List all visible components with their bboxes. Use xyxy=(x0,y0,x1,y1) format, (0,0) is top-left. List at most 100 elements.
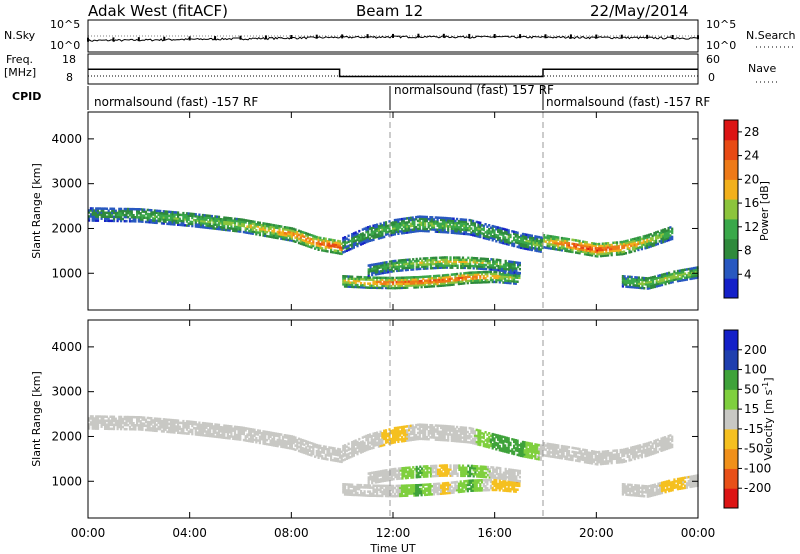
power-cell xyxy=(381,236,384,239)
power-cell xyxy=(643,282,646,286)
velocity-cell xyxy=(184,424,187,427)
velocity-cell xyxy=(274,434,277,437)
power-cell xyxy=(596,253,599,256)
power-cell xyxy=(217,221,221,225)
velocity-cell xyxy=(367,490,370,493)
velocity-cell xyxy=(289,445,292,448)
power-cell xyxy=(484,237,487,240)
velocity-cell xyxy=(340,450,343,453)
velocity-cell xyxy=(518,452,521,455)
power-cell xyxy=(659,274,662,277)
power-cell xyxy=(404,258,408,262)
velocity-cell xyxy=(360,483,363,487)
power-cell xyxy=(237,220,240,223)
velocity-cell xyxy=(223,430,226,433)
power-cell xyxy=(639,238,642,241)
velocity-cell xyxy=(376,443,379,447)
power-cell xyxy=(550,237,553,240)
power-cell xyxy=(428,259,431,262)
power-cell xyxy=(660,237,663,240)
power-cell xyxy=(387,262,390,266)
power-cell xyxy=(445,258,449,261)
velocity-cell xyxy=(429,491,432,494)
power-cell xyxy=(343,283,347,286)
power-cell xyxy=(393,218,396,222)
power-cell xyxy=(340,248,343,251)
velocity-cell xyxy=(400,486,404,489)
power-cell xyxy=(157,217,160,221)
power-cell xyxy=(155,211,158,214)
power-cell xyxy=(543,236,546,239)
power-cell xyxy=(500,273,503,276)
power-cell xyxy=(615,249,619,252)
velocity-cell xyxy=(411,436,414,439)
velocity-cell xyxy=(468,437,471,440)
power-cell xyxy=(567,238,571,241)
power-cell xyxy=(251,230,254,233)
power-cell xyxy=(281,233,285,237)
power-cell xyxy=(536,239,539,243)
power-cell xyxy=(112,211,116,215)
power-cell xyxy=(436,284,439,288)
power-cell xyxy=(303,241,306,245)
power-cell xyxy=(141,210,144,213)
velocity-cell xyxy=(166,424,169,427)
power-cell xyxy=(162,216,165,219)
power-cell xyxy=(356,234,359,238)
velocity-cell xyxy=(438,484,441,487)
velocity-cell xyxy=(397,492,400,496)
power-cell xyxy=(182,224,185,227)
power-cell xyxy=(466,279,469,283)
power-cell xyxy=(432,285,436,288)
velocity-cell xyxy=(280,441,283,444)
power-cell xyxy=(470,223,473,226)
power-cell xyxy=(164,220,167,223)
velocity-cell xyxy=(223,428,226,431)
velocity-cell xyxy=(248,439,251,443)
nsky-label: N.Sky xyxy=(4,29,36,42)
power-cell xyxy=(441,282,444,285)
power-cell xyxy=(347,246,350,250)
power-cell xyxy=(655,239,658,242)
power-cell xyxy=(235,227,238,231)
power-cell xyxy=(400,276,404,279)
power-cell xyxy=(505,240,509,244)
power-cell xyxy=(194,225,197,228)
velocity-cell xyxy=(146,428,149,432)
power-cell xyxy=(390,221,393,225)
power-cell xyxy=(248,229,251,233)
power-cell xyxy=(532,238,535,242)
power-cell xyxy=(422,265,425,268)
power-cell xyxy=(378,264,381,267)
power-cell xyxy=(276,232,279,236)
power-cell xyxy=(408,260,411,263)
power-cell xyxy=(426,257,429,260)
power-cell xyxy=(319,242,322,246)
power-cell xyxy=(349,285,352,288)
velocity-cell xyxy=(479,441,482,445)
power-cell xyxy=(164,218,167,221)
velocity-cell xyxy=(148,420,151,424)
power-cell xyxy=(507,275,510,279)
power-cell xyxy=(424,283,427,287)
power-cell xyxy=(429,275,432,278)
velocity-cell xyxy=(225,424,228,428)
velocity-cell xyxy=(271,431,274,435)
velocity-cell xyxy=(395,490,398,494)
velocity-cell xyxy=(534,443,537,446)
power-cell xyxy=(228,219,231,222)
power-cell xyxy=(546,234,549,238)
power-cell xyxy=(624,252,627,255)
power-cell xyxy=(285,236,288,239)
power-cell xyxy=(479,229,482,233)
velocity-cell xyxy=(233,431,237,435)
power-cell xyxy=(410,260,413,263)
power-cell xyxy=(456,221,459,225)
power-cell xyxy=(395,228,398,232)
power-cell xyxy=(248,231,251,235)
velocity-cell xyxy=(207,430,210,434)
velocity-cell xyxy=(393,441,396,444)
velocity-cell xyxy=(143,424,146,427)
velocity-cell xyxy=(475,440,478,444)
velocity-cell xyxy=(290,445,293,448)
